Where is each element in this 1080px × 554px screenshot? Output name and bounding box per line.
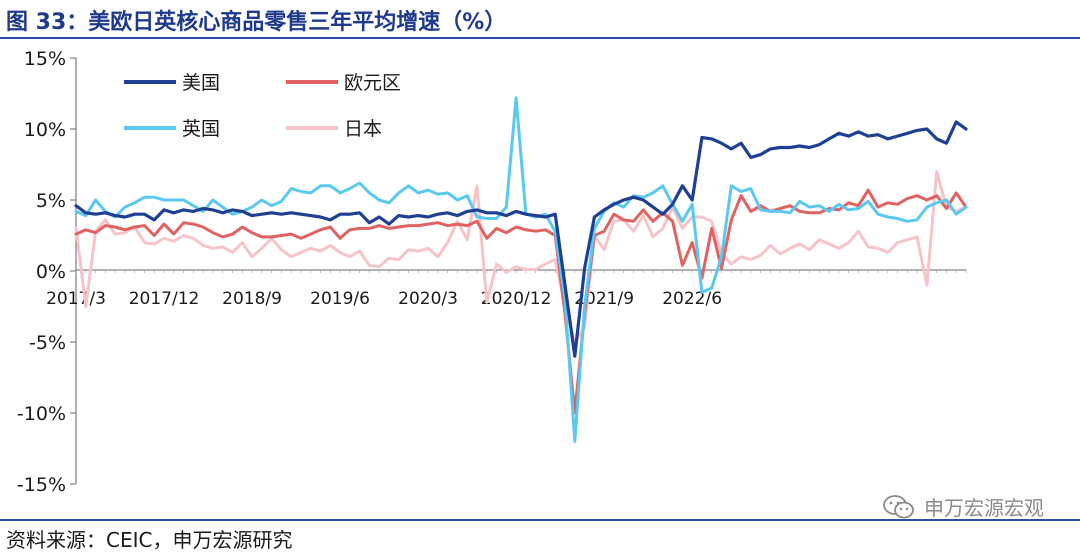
watermark: 申万宏源宏观: [882, 492, 1044, 521]
legend-label: 美国: [182, 72, 220, 94]
x-tick-label: 2018/9: [222, 289, 282, 309]
y-tick-label: 0%: [36, 261, 66, 283]
legend-label: 欧元区: [344, 72, 401, 94]
wechat-icon: [883, 494, 914, 518]
series-line-4: [74, 170, 968, 344]
x-tick-label: 2017/3: [46, 289, 106, 309]
title-divider: [0, 37, 1080, 39]
y-tick-label: -15%: [17, 474, 66, 496]
x-tick-label: 2020/12: [481, 289, 552, 309]
series-layer: [74, 96, 968, 443]
source-note: 资料来源：CEIC，申万宏源研究: [6, 528, 293, 552]
x-tick-label: 2017/12: [129, 289, 200, 309]
series-line-2: [74, 188, 968, 415]
y-tick-label: -10%: [17, 403, 66, 425]
chart-title: 图 33：美欧日英核心商品零售三年平均增速（%）: [6, 10, 507, 35]
x-axis: 2017/3 2017/12 2018/9 2019/6 2020/3 2020/12 20…: [46, 269, 967, 309]
y-tick-label: 5%: [36, 190, 66, 212]
series-line-1: [74, 120, 968, 358]
y-tick-label: 10%: [24, 119, 66, 141]
watermark-text: 申万宏源宏观: [924, 496, 1044, 520]
x-tick-label: 2022/6: [662, 289, 722, 309]
legend-label: 英国: [182, 118, 220, 140]
x-tick-label: 2019/6: [310, 289, 370, 309]
y-tick-label: 15%: [24, 48, 66, 70]
line-chart: 15% 10% 5% 0% -5% -10% -15% 2017/3 2017/12 2018/…: [17, 48, 968, 496]
y-tick-label: -5%: [29, 332, 66, 354]
footer-divider: [0, 519, 1080, 521]
x-tick-label: 2020/3: [398, 289, 458, 309]
legend-label: 日本: [344, 118, 382, 140]
y-axis: 15% 10% 5% 0% -5% -10% -15%: [17, 48, 77, 496]
series-line-3: [74, 96, 968, 443]
